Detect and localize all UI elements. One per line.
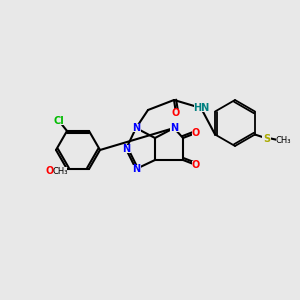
Text: CH₃: CH₃ (52, 167, 68, 176)
Bar (194, 104, 208, 112)
Text: S: S (263, 134, 271, 143)
Text: N: N (132, 164, 140, 174)
Bar (191, 129, 200, 137)
Text: O: O (46, 166, 54, 176)
Bar (53, 167, 67, 175)
Bar (276, 136, 290, 145)
Text: N: N (132, 123, 140, 133)
Bar (172, 109, 181, 117)
Text: O: O (192, 128, 200, 138)
Text: O: O (192, 160, 200, 170)
Bar (131, 124, 140, 132)
Text: CH₃: CH₃ (275, 136, 291, 145)
Text: N: N (170, 123, 178, 133)
Bar (169, 124, 178, 132)
Bar (191, 161, 200, 169)
Text: O: O (172, 108, 180, 118)
Bar (122, 145, 130, 153)
Bar (262, 134, 272, 142)
Bar (45, 167, 55, 176)
Text: N: N (122, 144, 130, 154)
Bar (52, 116, 66, 125)
Text: Cl: Cl (54, 116, 64, 126)
Bar (131, 165, 140, 173)
Text: HN: HN (193, 103, 209, 113)
